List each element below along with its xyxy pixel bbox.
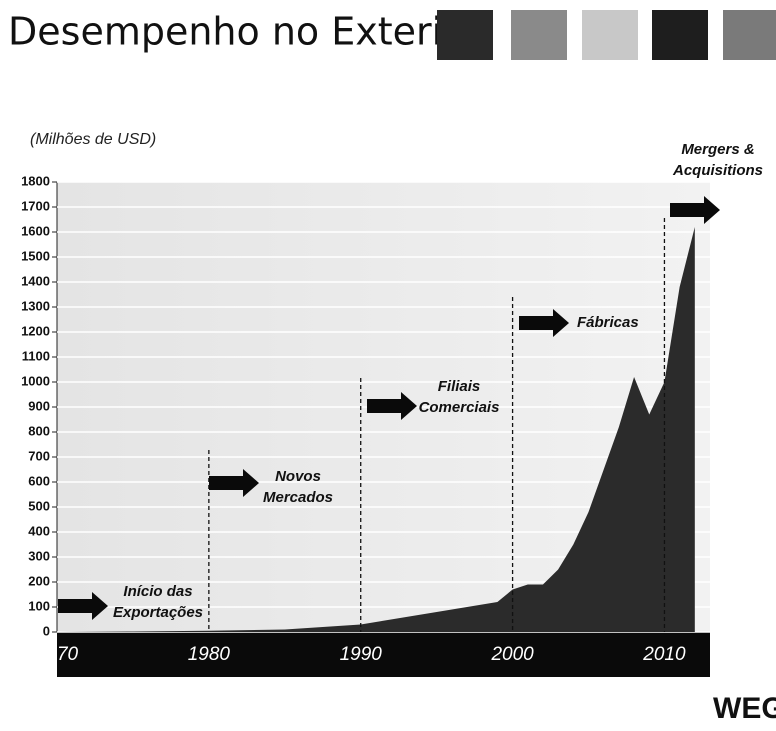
x-tick-label: 1980 xyxy=(188,644,231,665)
annotation: Mergers & xyxy=(681,141,754,158)
unit-label: (Milhões de USD) xyxy=(30,131,156,148)
annotation: Novos xyxy=(275,468,321,485)
y-tick-label: 1700 xyxy=(21,198,50,213)
y-tick-label: 1600 xyxy=(21,223,50,238)
y-tick-label: 900 xyxy=(28,398,50,413)
y-tick-label: 1800 xyxy=(21,173,50,188)
title-squares xyxy=(437,10,776,60)
annotation: Mercados xyxy=(263,489,333,506)
y-tick-label: 0 xyxy=(43,623,50,638)
x-tick-label: 2010 xyxy=(642,644,686,665)
x-tick-label: 1990 xyxy=(340,644,383,665)
annotation: Comerciais xyxy=(419,399,500,416)
y-tick-label: 300 xyxy=(28,548,50,563)
y-tick-label: 1500 xyxy=(21,248,50,263)
x-tick-label: 1970 xyxy=(36,644,79,665)
x-tick-label: 2000 xyxy=(490,644,534,665)
annotation: Início das xyxy=(123,583,192,600)
y-tick-label: 1200 xyxy=(21,323,50,338)
x-axis-band xyxy=(57,632,710,677)
annotation: Filiais xyxy=(438,378,481,395)
slide-title: Desempenho no Exterior xyxy=(8,10,481,54)
y-tick-label: 1400 xyxy=(21,273,50,288)
y-tick-label: 600 xyxy=(28,473,50,488)
y-tick-label: 1000 xyxy=(21,373,50,388)
logo: WEG xyxy=(713,692,776,725)
annotation: Acquisitions xyxy=(672,162,763,179)
y-tick-label: 1300 xyxy=(21,298,50,313)
y-tick-label: 500 xyxy=(28,498,50,513)
y-tick-label: 800 xyxy=(28,423,50,438)
slide: Desempenho no Exterior (Milhões de USD) … xyxy=(0,0,776,731)
annotation: Exportações xyxy=(113,604,203,621)
y-tick-label: 1100 xyxy=(22,348,50,363)
y-tick-label: 100 xyxy=(28,598,50,613)
y-tick-label: 700 xyxy=(28,448,50,463)
y-tick-label: 200 xyxy=(28,573,50,588)
annotation: Fábricas xyxy=(577,314,639,331)
y-tick-label: 400 xyxy=(28,523,50,538)
